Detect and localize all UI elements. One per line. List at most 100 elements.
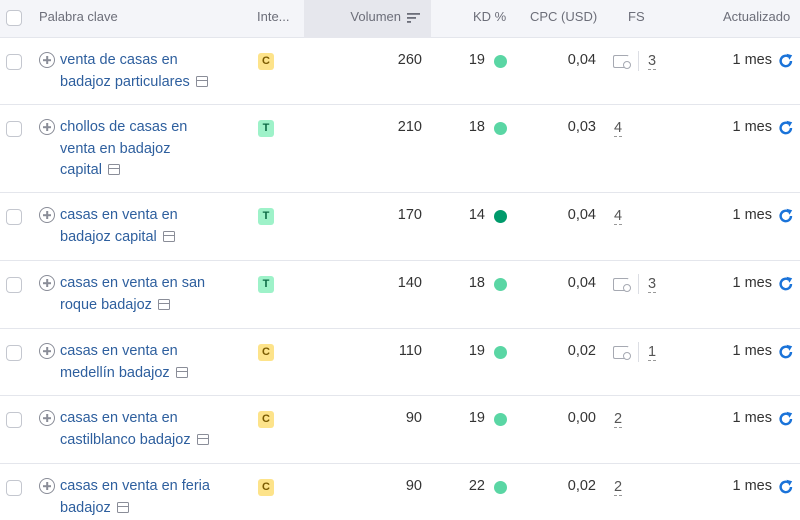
keyword-cell: casas en venta en badajoz capital	[39, 205, 219, 248]
updated-value: 1 mes	[732, 410, 773, 426]
kd-difficulty-dot-icon	[494, 346, 507, 359]
volume-value: 90	[405, 410, 422, 426]
refresh-icon[interactable]	[778, 411, 794, 427]
serp-preview-icon[interactable]	[175, 366, 188, 378]
keyword-link[interactable]: casas en venta en badajoz capital	[60, 205, 219, 248]
add-to-list-icon[interactable]	[39, 343, 55, 359]
keyword-link[interactable]: casas en venta en medellín badajoz	[60, 341, 219, 384]
keyword-line: casas en venta en feria	[60, 478, 210, 494]
column-header-volume[interactable]: Volumen	[304, 0, 431, 38]
column-header-updated[interactable]: Actualizado	[723, 9, 791, 24]
volume-value: 170	[397, 207, 422, 223]
refresh-icon[interactable]	[778, 208, 794, 224]
row-checkbox[interactable]	[6, 480, 22, 496]
keyword-line: casas en venta en	[60, 410, 178, 426]
refresh-icon[interactable]	[778, 479, 794, 495]
add-to-list-icon[interactable]	[39, 478, 55, 494]
updated-value: 1 mes	[732, 207, 773, 223]
keyword-cell: casas en venta en castilblanco badajoz	[39, 408, 219, 451]
keyword-line: badajoz particulares	[60, 73, 190, 90]
column-header-fs[interactable]: FS	[628, 9, 645, 24]
table-row: casas en venta en san roque badajoz T 140…	[0, 261, 800, 329]
column-header-kd[interactable]: KD %	[473, 9, 507, 24]
serp-features-icon[interactable]	[613, 346, 631, 360]
add-to-list-icon[interactable]	[39, 52, 55, 68]
updated-value: 1 mes	[732, 478, 773, 494]
row-checkbox[interactable]	[6, 209, 22, 225]
kd-value: 18	[468, 275, 485, 291]
serp-features-count[interactable]: 2	[614, 411, 623, 428]
updated-value: 1 mes	[732, 119, 773, 135]
serp-preview-icon[interactable]	[107, 164, 120, 175]
serp-features-count[interactable]: 4	[614, 120, 623, 137]
row-checkbox[interactable]	[6, 277, 22, 293]
serp-features-count[interactable]: 3	[648, 276, 657, 293]
table-row: chollos de casas en venta en badajoz capit…	[0, 105, 800, 193]
serp-preview-icon[interactable]	[116, 501, 129, 513]
refresh-icon[interactable]	[778, 53, 794, 69]
keyword-cell: casas en venta en feria badajoz	[39, 476, 219, 519]
volume-value: 260	[397, 52, 422, 68]
kd-value: 22	[468, 478, 485, 494]
add-to-list-icon[interactable]	[39, 207, 55, 223]
intent-badge: C	[258, 479, 274, 496]
select-all-checkbox[interactable]	[6, 10, 22, 26]
keyword-line: capital	[60, 162, 102, 178]
table-row: casas en venta en feria badajoz C 90 22 0…	[0, 464, 800, 520]
add-to-list-icon[interactable]	[39, 410, 55, 426]
keyword-line: venta en badajoz	[60, 140, 171, 157]
keyword-link[interactable]: casas en venta en feria badajoz	[60, 476, 219, 519]
row-checkbox[interactable]	[6, 121, 22, 137]
kd-difficulty-dot-icon	[494, 413, 507, 426]
volume-value: 90	[405, 478, 422, 494]
keyword-line: roque badajoz	[60, 296, 152, 313]
column-header-cpc[interactable]: CPC (USD)	[530, 9, 598, 24]
column-header-intent[interactable]: Inte...	[257, 9, 290, 24]
table-row: venta de casas en badajoz particulares C …	[0, 38, 800, 105]
serp-preview-icon[interactable]	[157, 298, 170, 310]
column-header-keyword[interactable]: Palabra clave	[39, 9, 118, 24]
keyword-cell: casas en venta en san roque badajoz	[39, 273, 219, 316]
keyword-line: badajoz	[60, 499, 111, 516]
keyword-link[interactable]: casas en venta en san roque badajoz	[60, 273, 219, 316]
serp-features-count[interactable]: 3	[648, 53, 657, 70]
cpc-value: 0,04	[567, 52, 596, 68]
serp-features-count[interactable]: 4	[614, 208, 623, 225]
keyword-line: casas en venta en	[60, 343, 178, 359]
serp-features-count[interactable]: 1	[648, 344, 657, 361]
intent-badge: C	[258, 53, 274, 70]
serp-features-icon[interactable]	[613, 278, 631, 292]
table-body: venta de casas en badajoz particulares C …	[0, 38, 800, 520]
fs-divider	[638, 342, 639, 362]
cpc-value: 0,02	[567, 478, 596, 494]
keyword-cell: venta de casas en badajoz particulares	[39, 50, 219, 93]
serp-features-icon[interactable]	[613, 55, 631, 69]
row-checkbox[interactable]	[6, 54, 22, 70]
serp-preview-icon[interactable]	[162, 230, 175, 242]
refresh-icon[interactable]	[778, 276, 794, 292]
refresh-icon[interactable]	[778, 120, 794, 136]
intent-badge: T	[258, 120, 274, 137]
kd-difficulty-dot-icon	[494, 210, 507, 223]
kd-value: 19	[468, 343, 485, 359]
cpc-value: 0,00	[567, 410, 596, 426]
serp-preview-icon[interactable]	[195, 75, 208, 87]
fs-divider	[638, 51, 639, 71]
keyword-link[interactable]: chollos de casas en venta en badajoz capit…	[60, 117, 219, 182]
add-to-list-icon[interactable]	[39, 119, 55, 135]
kd-value: 14	[468, 207, 485, 223]
cpc-value: 0,04	[567, 275, 596, 291]
add-to-list-icon[interactable]	[39, 275, 55, 291]
serp-preview-icon[interactable]	[196, 433, 209, 445]
keyword-link[interactable]: casas en venta en castilblanco badajoz	[60, 408, 219, 451]
serp-features-count[interactable]: 2	[614, 479, 623, 496]
keyword-cell: chollos de casas en venta en badajoz capit…	[39, 117, 219, 182]
keyword-link[interactable]: venta de casas en badajoz particulares	[60, 50, 219, 93]
updated-value: 1 mes	[732, 275, 773, 291]
keyword-cell: casas en venta en medellín badajoz	[39, 341, 219, 384]
keyword-line: casas en venta en san	[60, 275, 206, 291]
row-checkbox[interactable]	[6, 412, 22, 428]
keyword-line: castilblanco badajoz	[60, 431, 191, 448]
row-checkbox[interactable]	[6, 345, 22, 361]
refresh-icon[interactable]	[778, 344, 794, 360]
